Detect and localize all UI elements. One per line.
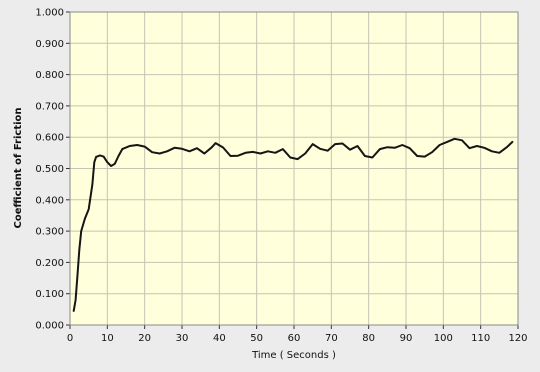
y-axis-label: Coefficient of Friction — [13, 107, 24, 228]
grid-lines — [69, 11, 519, 326]
y-tick-label: 0.300 — [35, 227, 64, 238]
x-tick-label: 40 — [213, 333, 226, 344]
y-tick-label: 0.100 — [35, 289, 64, 300]
x-tick-label: 60 — [288, 333, 301, 344]
x-tick-label: 10 — [101, 333, 114, 344]
x-tick-label: 50 — [250, 333, 263, 344]
x-tick-label: 110 — [471, 333, 490, 344]
x-axis-label: Time ( Seconds ) — [251, 350, 336, 361]
y-tick-label: 1.000 — [35, 8, 64, 19]
axes: 0 10 20 30 40 50 60 70 80 90 100 110 120 0.000 0.100 0.… — [35, 8, 527, 345]
y-tick-label: 0.400 — [35, 195, 64, 206]
y-tick-label: 0.500 — [35, 164, 64, 175]
x-tick-label: 20 — [138, 333, 151, 344]
x-tick-label: 90 — [400, 333, 413, 344]
x-tick-label: 120 — [508, 333, 527, 344]
y-tick-label: 0.200 — [35, 258, 64, 269]
y-tick-label: 0.600 — [35, 133, 64, 144]
data-layer — [72, 137, 514, 312]
y-tick-label: 0.000 — [35, 321, 64, 332]
x-tick-label: 80 — [362, 333, 375, 344]
x-tick-label: 100 — [434, 333, 453, 344]
series-line — [72, 137, 514, 312]
x-tick-label: 30 — [176, 333, 189, 344]
y-tick-label: 0.800 — [35, 70, 64, 81]
x-tick-label: 0 — [67, 333, 73, 344]
y-tick-label: 0.700 — [35, 101, 64, 112]
x-tick-label: 70 — [325, 333, 338, 344]
plot-frame — [69, 11, 519, 326]
y-tick-label: 0.900 — [35, 39, 64, 50]
